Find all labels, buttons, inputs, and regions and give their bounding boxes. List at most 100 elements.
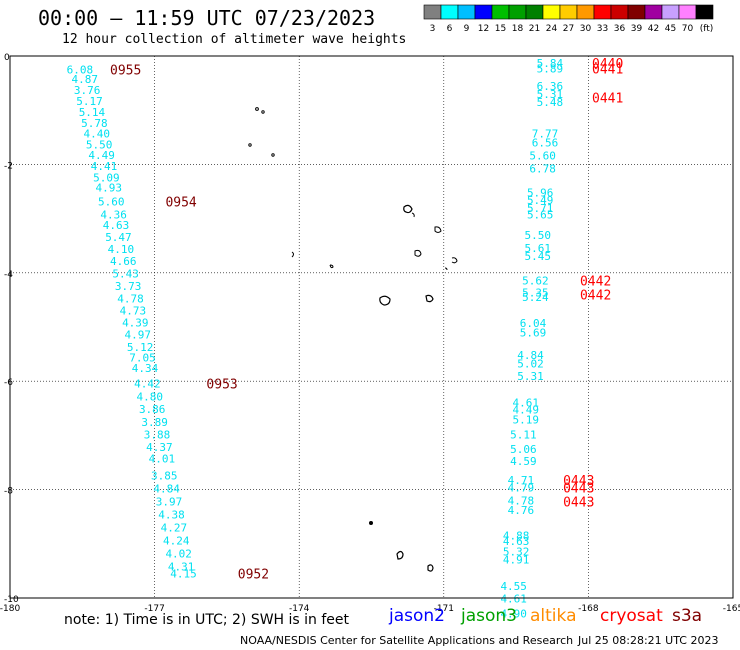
swh-value-label: 6.78 (529, 163, 556, 176)
swh-value-label: 5.06 (510, 443, 537, 456)
y-tick-label: -10 (4, 595, 19, 605)
swh-value-label: 5.45 (525, 250, 552, 263)
island-marker (379, 295, 391, 306)
island-marker (434, 226, 442, 233)
swh-value-label: 3.76 (74, 84, 101, 97)
swh-value-label: 4.63 (503, 535, 530, 548)
swh-value-label: 5.78 (81, 117, 108, 130)
island-marker (451, 257, 458, 264)
swh-value-label: 4.66 (110, 255, 137, 268)
colorbar-swatch (627, 4, 646, 20)
colorbar-swatch (661, 4, 680, 20)
colorbar-swatch (491, 4, 510, 20)
swh-value-label: 4.49 (88, 149, 115, 162)
swh-value-label: 4.27 (161, 522, 188, 535)
swh-value-label: 5.32 (503, 545, 530, 558)
y-tick-label: -8 (4, 487, 13, 497)
island-marker (396, 550, 404, 560)
satellite-legend-jason2: jason2 (389, 606, 445, 626)
swh-value-label: 5.49 (527, 194, 554, 207)
swh-value-label: 5.48 (537, 96, 564, 109)
swh-value-label: 3.88 (144, 428, 171, 441)
pass-time-label: 0953 (206, 377, 237, 392)
swh-value-label: 4.02 (165, 548, 192, 561)
swh-value-label: 3.86 (139, 403, 166, 416)
swh-value-label: 4.84 (517, 349, 544, 362)
swh-value-label: 4.73 (120, 305, 147, 318)
swh-value-label: 5.61 (525, 242, 552, 255)
swh-value-label: 4.87 (71, 73, 98, 86)
pass-time-label: 0955 (110, 64, 141, 79)
swh-value-label: 4.39 (122, 317, 149, 330)
swh-value-label: 4.37 (146, 441, 173, 454)
pass-time-label: 0441 (592, 62, 623, 77)
swh-value-label: 3.89 (141, 416, 168, 429)
x-tick-label: -180 (0, 604, 20, 614)
colorbar-swatch (559, 4, 578, 20)
swh-value-label: 3.97 (156, 496, 183, 509)
colorbar-swatch (457, 4, 476, 20)
island-marker (369, 521, 373, 525)
colorbar-label: 6 (447, 24, 453, 34)
x-tick-label: -165 (723, 604, 740, 614)
swh-value-label: 4.61 (512, 396, 539, 409)
pass-time-label: 0442 (580, 274, 611, 289)
data-points: 6.084.873.765.175.145.784.405.504.494.41… (67, 57, 624, 621)
colorbar-label: 3 (430, 24, 436, 34)
colorbar-swatch (423, 4, 442, 20)
swh-value-label: 4.93 (96, 182, 123, 195)
swh-value-label: 5.14 (79, 106, 106, 119)
pass-time-label: 0442 (580, 288, 611, 303)
chart-title: 00:00 — 11:59 UTC 07/23/2023 (38, 6, 376, 30)
colorbar: 3 6 9 12 15 18 21 24 27 30 33 36 39 42 45 70 (ft) (423, 4, 714, 34)
swh-value-label: 5.17 (76, 95, 103, 108)
colorbar-label: 27 (563, 24, 574, 34)
colorbar-label: (ft) (700, 24, 714, 34)
pass-time-label: 0443 (563, 474, 594, 489)
swh-value-label: 6.04 (520, 317, 547, 330)
swh-value-label: 5.24 (522, 291, 549, 304)
colorbar-label: 70 (682, 24, 694, 34)
swh-value-label: 4.34 (132, 362, 159, 375)
colorbar-swatch (593, 4, 612, 20)
colorbar-label: 18 (512, 24, 524, 34)
colorbar-swatch (474, 4, 493, 20)
swh-value-label: 4.59 (510, 455, 537, 468)
colorbar-label: 30 (580, 24, 592, 34)
swh-value-label: 4.41 (91, 160, 118, 173)
satellite-legend-s3a: s3a (672, 606, 703, 626)
pass-time-label: 0443 (563, 496, 594, 511)
x-tick-label: -171 (434, 604, 454, 614)
colorbar-label: 36 (614, 24, 626, 34)
axes: -180 -177 -174 -171 -168 -165 -10 -8 -6 -4 -2 0 (0, 53, 740, 614)
colorbar-label: 45 (665, 24, 676, 34)
swh-value-label: 5.50 (525, 229, 552, 242)
swh-value-label: 4.49 (512, 403, 539, 416)
swh-value-label: 5.35 (522, 286, 549, 299)
island-marker (414, 249, 422, 257)
island-marker (329, 264, 334, 269)
swh-value-label: 4.91 (503, 554, 530, 567)
island-marker (248, 143, 252, 147)
swh-value-label: 5.43 (112, 267, 139, 280)
swh-value-label: 5.02 (517, 357, 544, 370)
swh-value-label: 4.61 (500, 593, 527, 606)
swh-value-label: 5.65 (527, 208, 554, 221)
swh-value-label: 4.31 (168, 561, 195, 574)
colorbar-swatch (644, 4, 663, 20)
swh-value-label: 4.76 (508, 504, 535, 517)
swh-value-label: 7.05 (129, 351, 156, 364)
colorbar-swatch (508, 4, 527, 20)
satellite-legend-jason3: jason3 (461, 606, 517, 626)
credit-text: NOAA/NESDIS Center for Satellite Applica… (240, 634, 574, 647)
swh-value-label: 5.96 (527, 187, 554, 200)
pass-time-label: 0954 (165, 195, 196, 210)
swh-value-label: 4.55 (500, 580, 527, 593)
island-marker (425, 294, 434, 303)
swh-value-label: 6.56 (532, 137, 559, 150)
y-tick-label: -2 (4, 161, 13, 171)
satellite-legend-cryosat: cryosat (600, 606, 663, 626)
swh-value-label: 4.79 (508, 481, 535, 494)
swh-value-label: 6.08 (67, 64, 94, 77)
